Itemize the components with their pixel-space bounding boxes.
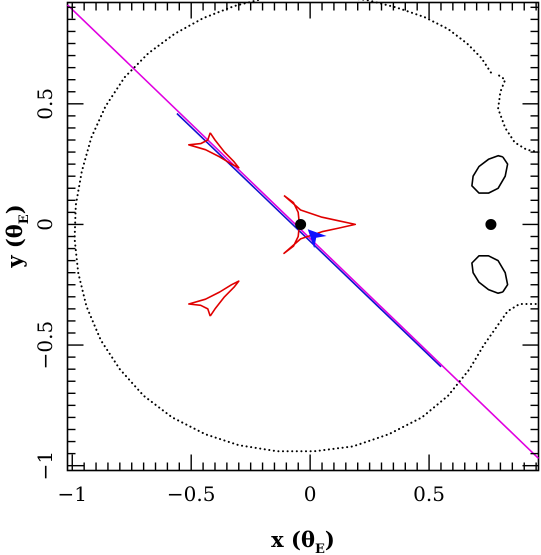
- series-line-8: [283, 194, 357, 255]
- x-tick-label: 0: [304, 482, 317, 506]
- series-line-0: [66, 4, 540, 459]
- series-line-2: [73, 0, 540, 453]
- y-axis-label-sub: E: [17, 214, 32, 224]
- x-axis-label-main: x (θ: [271, 527, 315, 552]
- x-axis-label-sub: E: [315, 542, 325, 555]
- y-axis-label-main: y (θ: [2, 224, 27, 268]
- data-layer: [66, 0, 540, 459]
- y-tick-label: −0.5: [33, 321, 57, 370]
- y-axis-label: y (θE): [2, 204, 32, 268]
- y-axis-label-close: ): [2, 204, 27, 214]
- series-line-7: [188, 280, 240, 317]
- x-axis-label: x (θE): [271, 527, 335, 555]
- y-tick-label: −1: [33, 451, 57, 480]
- x-tick-label: −1: [58, 482, 87, 506]
- series-line-6: [188, 132, 240, 169]
- x-tick-label: 0.5: [413, 482, 445, 506]
- series-line-4: [471, 154, 509, 194]
- series-line-3: [497, 73, 540, 154]
- tick-layer: −1 −0.5 0 0.5 −1 −0.5 0 0.5: [33, 2, 539, 506]
- lens-dot-0: [295, 218, 307, 230]
- series-line-5: [471, 255, 509, 295]
- y-tick-label: 0: [33, 218, 57, 231]
- direction-arrow-0: [307, 229, 327, 249]
- lens-dot-1: [485, 218, 497, 230]
- y-tick-label: 0.5: [33, 88, 57, 120]
- series-line-1: [176, 112, 442, 368]
- x-tick-label: −0.5: [167, 482, 216, 506]
- x-axis-label-close: ): [325, 527, 335, 552]
